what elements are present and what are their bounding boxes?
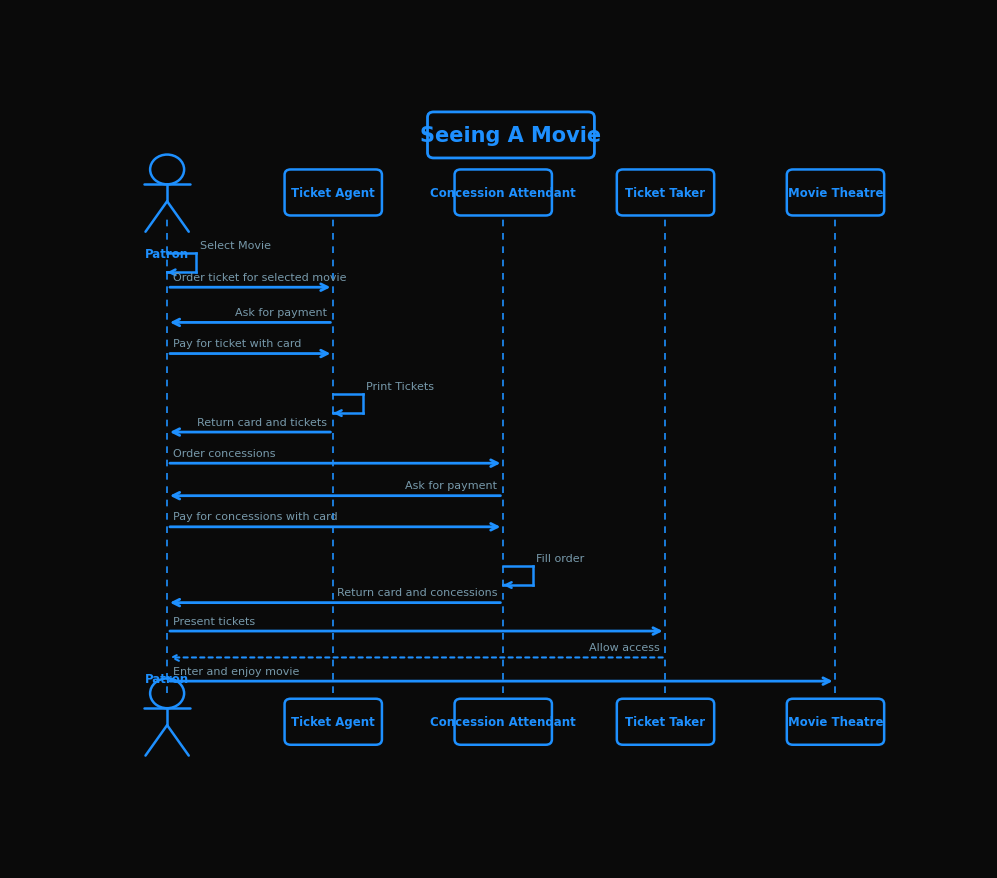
Text: Print Tickets: Print Tickets [367, 381, 435, 392]
FancyBboxPatch shape [617, 699, 714, 745]
FancyBboxPatch shape [455, 170, 552, 216]
Text: Patron: Patron [145, 248, 189, 260]
Text: Ticket Agent: Ticket Agent [291, 187, 375, 199]
Text: Return card and tickets: Return card and tickets [197, 417, 327, 428]
Text: Allow access: Allow access [588, 643, 659, 652]
Text: Return card and concessions: Return card and concessions [337, 587, 498, 598]
Text: Seeing A Movie: Seeing A Movie [421, 126, 601, 146]
Text: Present tickets: Present tickets [173, 616, 255, 626]
FancyBboxPatch shape [284, 170, 382, 216]
Text: Order concessions: Order concessions [173, 449, 276, 458]
Text: Fill order: Fill order [536, 553, 584, 563]
Text: Order ticket for selected movie: Order ticket for selected movie [173, 272, 347, 283]
Text: Patron: Patron [145, 672, 189, 685]
Text: Ask for payment: Ask for payment [405, 481, 498, 491]
FancyBboxPatch shape [455, 699, 552, 745]
FancyBboxPatch shape [787, 699, 884, 745]
FancyBboxPatch shape [284, 699, 382, 745]
Text: Select Movie: Select Movie [200, 241, 271, 251]
FancyBboxPatch shape [787, 170, 884, 216]
Text: Enter and enjoy movie: Enter and enjoy movie [173, 666, 300, 676]
FancyBboxPatch shape [617, 170, 714, 216]
Text: Concession Attendant: Concession Attendant [431, 187, 576, 199]
Text: Concession Attendant: Concession Attendant [431, 716, 576, 729]
Text: Ticket Taker: Ticket Taker [625, 187, 706, 199]
Text: Pay for concessions with card: Pay for concessions with card [173, 512, 338, 522]
Text: Ask for payment: Ask for payment [235, 307, 327, 318]
Text: Movie Theatre: Movie Theatre [788, 716, 883, 729]
Text: Pay for ticket with card: Pay for ticket with card [173, 339, 302, 349]
Text: Ticket Agent: Ticket Agent [291, 716, 375, 729]
Text: Ticket Taker: Ticket Taker [625, 716, 706, 729]
Text: Movie Theatre: Movie Theatre [788, 187, 883, 199]
FancyBboxPatch shape [428, 112, 594, 159]
